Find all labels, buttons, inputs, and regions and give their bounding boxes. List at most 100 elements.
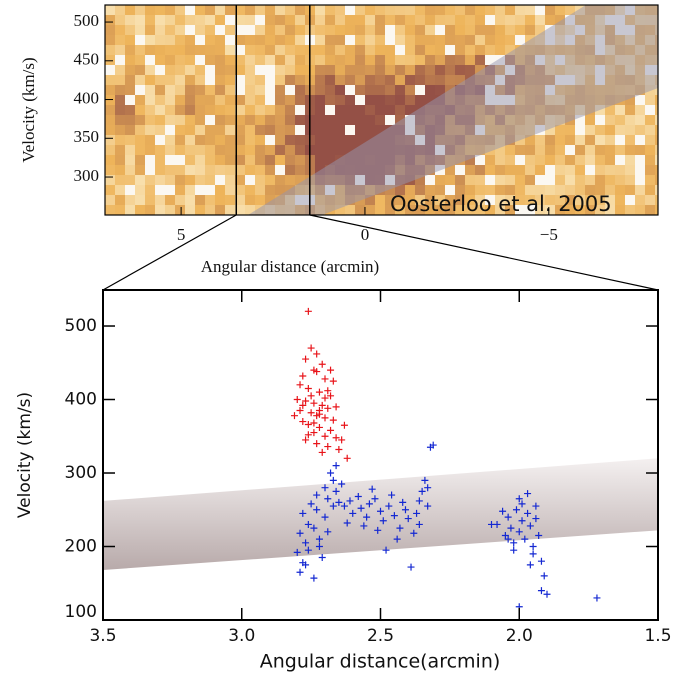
map-cell	[345, 205, 356, 215]
map-cell	[405, 105, 416, 116]
map-cell	[545, 155, 556, 166]
map-cell	[155, 85, 166, 96]
map-cell	[335, 205, 346, 215]
map-cell	[245, 35, 256, 46]
map-cell	[285, 5, 296, 16]
map-cell	[205, 205, 216, 215]
map-cell	[205, 125, 216, 136]
map-cell	[395, 105, 406, 116]
map-cell	[125, 85, 136, 96]
map-cell	[245, 25, 256, 36]
map-cell	[115, 35, 126, 46]
map-cell	[485, 25, 496, 36]
map-cell	[175, 125, 186, 136]
map-cell	[195, 75, 206, 86]
point	[315, 423, 323, 431]
map-cell	[335, 145, 346, 156]
map-cell	[185, 85, 196, 96]
map-cell	[485, 155, 496, 166]
map-cell	[625, 125, 636, 136]
map-cell	[295, 65, 306, 76]
map-cell	[165, 85, 176, 96]
map-cell	[235, 5, 246, 16]
map-cell	[545, 185, 556, 196]
y-tick-label: 500	[74, 11, 100, 30]
point	[421, 476, 429, 484]
point	[332, 462, 340, 470]
map-cell	[165, 35, 176, 46]
map-cell	[115, 105, 126, 116]
map-cell	[225, 95, 236, 106]
map-cell	[215, 25, 226, 36]
y-tick-label: 300	[74, 166, 100, 185]
map-cell	[295, 175, 306, 186]
map-cell	[645, 155, 656, 166]
map-cell	[655, 155, 658, 166]
map-cell	[485, 185, 496, 196]
map-cell	[395, 115, 406, 126]
point	[488, 520, 495, 528]
map-cell	[105, 15, 116, 26]
map-cell	[375, 35, 386, 46]
map-cell	[625, 185, 636, 196]
map-cell	[115, 155, 126, 166]
map-cell	[385, 195, 396, 206]
point	[299, 418, 307, 426]
map-cell	[455, 165, 466, 176]
map-cell	[325, 115, 336, 126]
map-cell	[215, 75, 226, 86]
map-cell	[465, 35, 476, 46]
map-cell	[615, 135, 626, 146]
map-cell	[375, 125, 386, 136]
map-cell	[345, 65, 356, 76]
map-cell	[345, 55, 356, 66]
map-cell	[415, 95, 426, 106]
point	[304, 307, 312, 315]
point	[310, 574, 318, 582]
map-cell	[275, 95, 286, 106]
point	[299, 372, 307, 380]
point	[335, 445, 343, 453]
point	[321, 432, 329, 440]
map-cell	[355, 125, 366, 136]
map-cell	[125, 135, 136, 146]
map-cell	[215, 155, 226, 166]
point	[537, 587, 545, 595]
point	[343, 454, 351, 462]
point	[335, 498, 343, 506]
point	[393, 535, 401, 543]
map-cell	[265, 75, 276, 86]
map-cell	[385, 35, 396, 46]
map-cell	[375, 15, 386, 26]
map-cell	[475, 175, 486, 186]
map-cell	[295, 75, 306, 86]
map-cell	[535, 195, 546, 206]
map-cell	[315, 65, 326, 76]
map-cell	[485, 5, 496, 16]
map-cell	[275, 115, 286, 126]
map-cell	[575, 145, 586, 156]
point	[424, 502, 432, 510]
point	[377, 507, 384, 515]
x-tick-label: 1.5	[644, 626, 671, 646]
map-cell	[175, 75, 186, 86]
map-cell	[375, 195, 386, 206]
map-cell	[225, 105, 236, 116]
map-cell	[655, 195, 658, 206]
map-cell	[455, 65, 466, 76]
point	[299, 509, 307, 517]
map-cell	[515, 25, 526, 36]
map-cell	[135, 95, 146, 106]
point	[515, 528, 523, 536]
map-cell	[655, 205, 658, 215]
map-cell	[515, 155, 526, 166]
point	[310, 429, 318, 437]
map-cell	[465, 205, 476, 215]
point	[388, 491, 396, 499]
map-cell	[265, 115, 276, 126]
map-cell	[475, 5, 486, 16]
map-cell	[565, 125, 576, 136]
map-cell	[595, 115, 606, 126]
point	[340, 421, 348, 429]
point	[379, 517, 387, 525]
